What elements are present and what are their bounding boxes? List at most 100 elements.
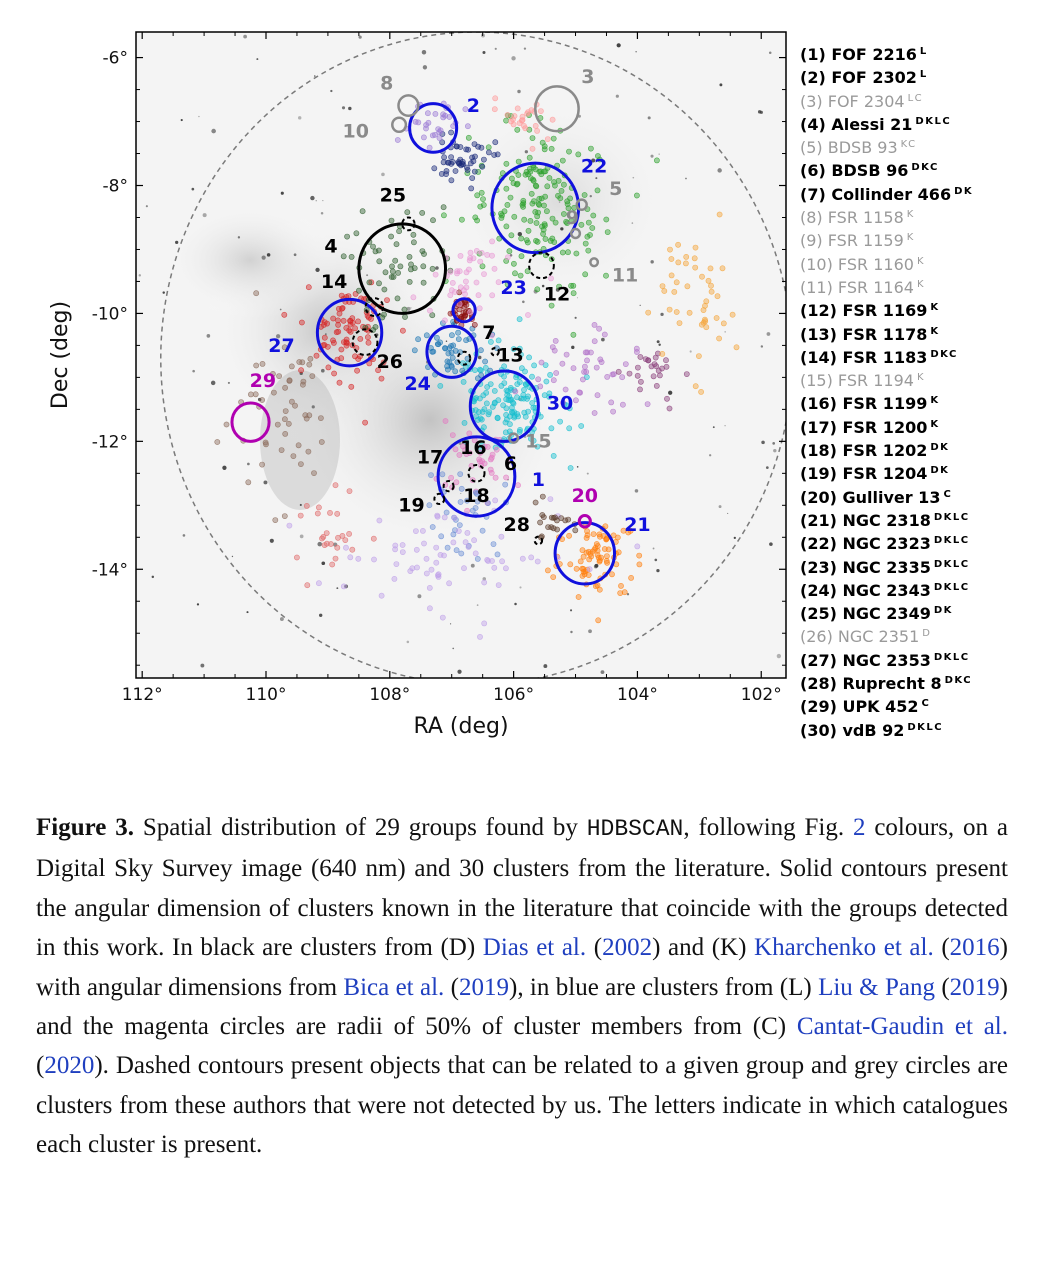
group-member-point [401,306,408,313]
star [634,489,639,493]
star [145,205,148,208]
group-member-point [716,335,722,342]
group-member-point [453,479,460,486]
cluster-label: 22 [581,156,607,178]
group-member-point [353,230,360,237]
star [511,56,516,61]
group-member-point [402,314,408,320]
group-member-point [528,554,535,561]
group-member-point [511,260,517,267]
star [524,150,528,154]
group-member-point [518,253,525,260]
group-member-point [595,153,601,159]
group-member-point [603,558,610,564]
caption-text: and the magenta circles are radii of 50%… [36,1013,797,1041]
star [421,50,427,55]
group-member-point [366,279,373,286]
citation-year-liu-pang[interactable]: 2019 [949,973,1000,1001]
group-member-point [456,522,463,528]
group-member-point [456,452,463,458]
group-member-point [594,552,601,558]
legend-item-label: (19) FSR 1204 [800,464,928,484]
star [712,426,715,429]
group-member-point [585,247,592,254]
group-member-point [331,370,337,377]
cluster-label: 11 [612,264,638,286]
citation-link-liu-pang[interactable]: Liu & Pang [818,973,935,1001]
star [718,505,722,509]
star [654,558,658,562]
group-member-point [449,279,456,286]
group-member-point [486,409,493,415]
group-member-point [664,395,670,402]
cluster-contour [569,227,582,240]
citation-year-dias[interactable]: 2002 [602,934,653,962]
group-member-point [540,514,547,520]
group-member-point [523,168,530,175]
group-member-point [498,382,505,389]
citation-link-dias[interactable]: Dias et al. [482,934,587,962]
group-member-point [476,395,483,402]
legend-item: (12) FSR 1169 K [800,296,1040,321]
star [256,58,259,61]
star [761,440,765,445]
x-tick-label: 112° [122,685,163,705]
group-member-point [455,528,462,534]
group-scatter [615,350,690,412]
group-member-point [430,217,436,224]
star [639,304,641,306]
group-member-point [510,346,517,352]
group-member-point [692,383,699,390]
group-member-point [453,547,460,554]
group-member-point [408,261,414,268]
group-member-point [319,535,325,542]
group-member-point [604,553,610,559]
group-member-point [549,344,556,350]
citation-year-cantat-gaudin[interactable]: 2020 [44,1052,95,1080]
group-member-point [549,235,556,242]
group-member-point [522,368,528,375]
citation-link-bica[interactable]: Bica et al. [343,973,445,1001]
group-member-point [659,365,665,372]
group-member-point [683,371,690,377]
citation-year-kharchenko[interactable]: 2016 [949,934,1000,962]
star [319,613,323,617]
group-member-point [514,126,521,133]
group-member-point [645,357,652,364]
group-member-point [515,482,521,489]
group-member-point [406,278,413,285]
star [381,172,385,177]
citation-link-kharchenko[interactable]: Kharchenko et al. [754,934,934,962]
legend-item: (22) NGC 2323 DKLC [800,529,1040,553]
citation-link-cantat-gaudin[interactable]: Cantat-Gaudin et al. [796,1013,1008,1041]
group-member-point [479,163,486,170]
legend-item: (16) FSR 1199 K [800,389,1040,413]
citation-year-bica[interactable]: 2019 [458,973,509,1001]
group-member-point [568,282,574,289]
figure-ref-link[interactable]: 2 [852,814,866,841]
star [595,177,598,180]
group-member-point [529,373,535,380]
star [470,563,475,568]
group-member-point [560,399,566,406]
group-member-point [450,342,457,349]
group-member-point [352,325,358,332]
group-member-point [464,170,471,177]
star [457,669,462,674]
group-scatter [214,290,325,523]
star [206,334,211,338]
group-member-point [585,219,592,226]
group-member-point [473,279,480,286]
caption-text: , following Fig. [683,814,853,841]
star [757,110,762,114]
star [760,345,764,348]
group-member-point [584,528,590,535]
group-member-point [474,498,481,505]
group-member-point [286,377,293,384]
legend-item-label: (10) FSR 1160 [800,254,914,274]
legend-item-label: (12) FSR 1169 [800,301,928,321]
plot-frame [135,31,787,679]
catalogue-letters: C [943,488,953,500]
group-member-point [448,363,455,370]
cluster-label: 3 [581,66,594,88]
